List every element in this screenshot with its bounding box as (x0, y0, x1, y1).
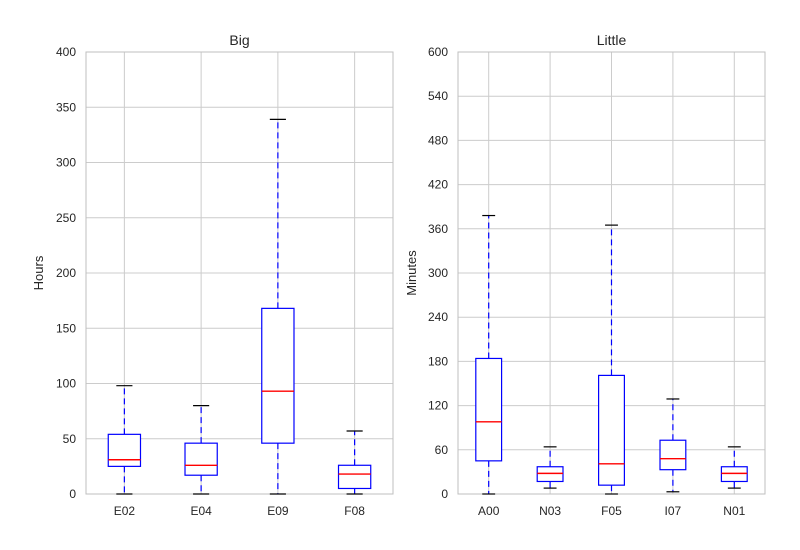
y-tick-label: 540 (428, 89, 448, 103)
boxplot-n03 (536, 446, 564, 489)
iqr-box (475, 357, 503, 462)
y-tick-label: 350 (56, 100, 76, 114)
x-tick-label: F08 (344, 504, 365, 518)
y-tick-label: 200 (56, 266, 76, 280)
iqr-box (536, 466, 564, 483)
y-tick-label: 300 (56, 156, 76, 170)
iqr-box (720, 466, 748, 483)
x-tick-label: N03 (539, 504, 561, 518)
boxplot-e09 (261, 118, 295, 495)
x-tick-label: F05 (601, 504, 622, 518)
y-tick-label: 60 (435, 443, 449, 457)
y-tick-label: 100 (56, 377, 76, 391)
boxplot-f05 (598, 224, 625, 495)
y-axis-label: Hours (31, 255, 46, 290)
iqr-box (184, 442, 218, 476)
chart-title: Little (597, 32, 627, 48)
x-tick-label: E04 (190, 504, 212, 518)
iqr-box (659, 439, 687, 471)
x-tick-label: E09 (267, 504, 289, 518)
y-tick-label: 0 (441, 487, 448, 501)
boxplot-f08 (337, 430, 372, 495)
y-tick-label: 360 (428, 222, 448, 236)
chart-title: Big (229, 32, 249, 48)
y-tick-label: 420 (428, 178, 448, 192)
iqr-box (107, 433, 142, 467)
chart-little: 0 60 120 180 240 300 360 420 480 540 600 A00 N03 F05 I… (404, 32, 766, 518)
y-tick-label: 180 (428, 354, 448, 368)
x-tick-label: N01 (723, 504, 745, 518)
y-tick-label: 300 (428, 266, 448, 280)
y-axis-label: Minutes (404, 250, 419, 296)
chart-big: 0 50 100 150 200 250 300 350 400 E02 E04 E09 F08 Big H… (31, 32, 394, 518)
boxplot-e04 (184, 405, 218, 495)
y-tick-label: 480 (428, 133, 448, 147)
x-tick-label: E02 (114, 504, 136, 518)
iqr-box (598, 374, 625, 486)
plot-frame (85, 51, 394, 495)
boxplot-i07 (659, 398, 687, 493)
y-tick-label: 240 (428, 310, 448, 324)
iqr-box (337, 464, 372, 490)
y-tick-label: 0 (69, 487, 76, 501)
y-tick-label: 50 (63, 432, 77, 446)
x-tick-label: A00 (478, 504, 500, 518)
x-tick-label: I07 (665, 504, 682, 518)
boxplot-a00 (475, 214, 503, 495)
y-tick-label: 250 (56, 211, 76, 225)
boxplot-n01 (720, 446, 748, 489)
iqr-box (261, 307, 295, 444)
boxplot-e02 (107, 385, 142, 495)
y-tick-label: 600 (428, 45, 448, 59)
y-tick-label: 150 (56, 321, 76, 335)
y-tick-label: 120 (428, 399, 448, 413)
y-tick-label: 400 (56, 45, 76, 59)
